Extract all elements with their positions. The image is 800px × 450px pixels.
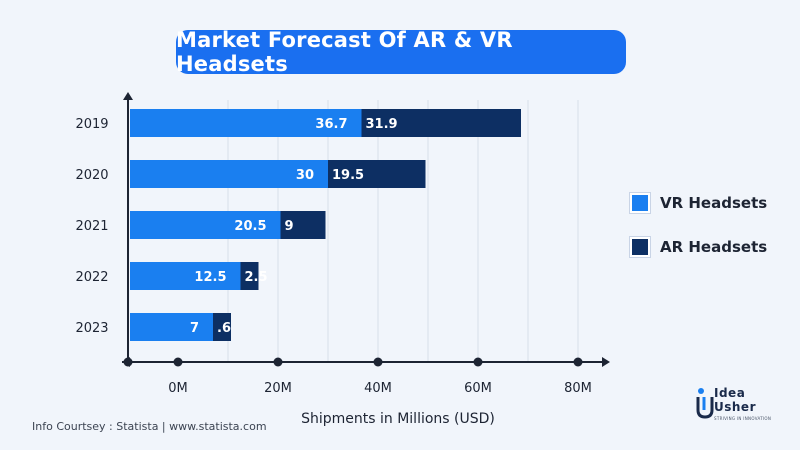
legend-swatch-ar [630, 237, 650, 257]
data-label-ar: 2.5 [245, 270, 268, 285]
bar-vr [130, 262, 241, 290]
data-label-vr: 36.7 [315, 117, 347, 132]
x-tick-label: 0M [168, 381, 188, 396]
bar-vr [130, 160, 328, 188]
data-label-vr: 7 [190, 321, 199, 336]
category-label: 2022 [75, 270, 108, 285]
logo-word-idea: Idea [714, 386, 746, 400]
data-label-vr: 20.5 [234, 219, 266, 234]
legend-item-ar: AR Headsets [630, 234, 767, 260]
data-label-vr: 30 [296, 168, 314, 183]
bar-ar [280, 211, 326, 239]
logo-mark-icon [696, 388, 714, 419]
data-label-ar: 9 [285, 219, 294, 234]
data-label-ar: 19.5 [332, 168, 364, 183]
legend-label-ar: AR Headsets [660, 238, 768, 256]
x-tick-dot [173, 357, 183, 367]
x-tick-dot [573, 357, 583, 367]
x-axis-right-arrow-icon [602, 357, 610, 367]
bar-ar [240, 262, 259, 290]
axis-origin-dot [123, 357, 133, 367]
chart-title: Market Forecast Of AR & VR Headsets [176, 28, 626, 76]
legend: VR Headsets AR Headsets [630, 190, 767, 278]
legend-item-vr: VR Headsets [630, 190, 767, 216]
bar-vr [130, 211, 281, 239]
x-tick-label: 20M [264, 381, 292, 396]
x-tick-label: 80M [564, 381, 592, 396]
x-axis-title: Shipments in Millions (USD) [301, 411, 495, 427]
logo: Idea Usher STRIVING IN INNOVATION [694, 384, 778, 424]
data-label-ar: .6 [217, 321, 231, 336]
bar-vr [130, 109, 362, 137]
bar-ar [361, 109, 521, 137]
source-credit: Info Courtsey : Statista | www.statista.… [32, 420, 267, 433]
category-label: 2023 [75, 321, 108, 336]
data-label-ar: 31.9 [366, 117, 398, 132]
data-label-vr: 12.5 [194, 270, 226, 285]
x-tick-dot [473, 357, 483, 367]
legend-label-vr: VR Headsets [660, 194, 768, 212]
x-tick-dot [373, 357, 383, 367]
bar-ar [328, 160, 426, 188]
x-tick-dot [273, 357, 283, 367]
y-axis-arrow-icon [123, 92, 133, 100]
x-tick-label: 40M [364, 381, 392, 396]
logo-word-usher: Usher [714, 400, 756, 414]
category-label: 2021 [75, 219, 108, 234]
category-label: 2019 [75, 117, 108, 132]
bar-ar [213, 313, 231, 341]
x-tick-label: 60M [464, 381, 492, 396]
logo-tagline: STRIVING IN INNOVATION [714, 416, 772, 421]
category-label: 2020 [75, 168, 108, 183]
legend-swatch-vr [630, 193, 650, 213]
bar-vr [130, 313, 213, 341]
